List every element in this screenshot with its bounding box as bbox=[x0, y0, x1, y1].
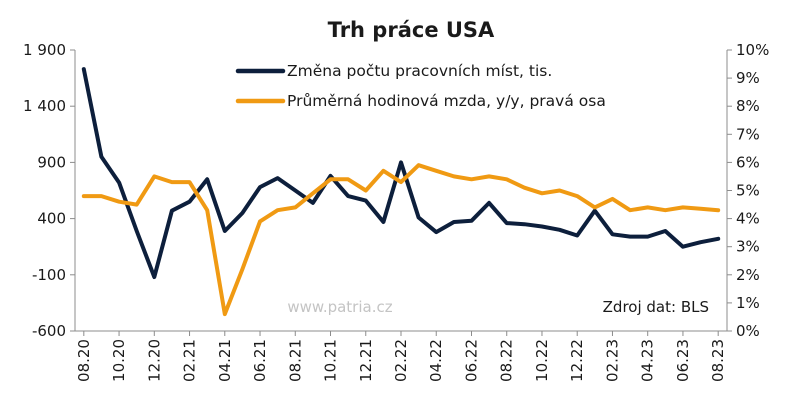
series-layer bbox=[81, 67, 721, 317]
legend-label-jobs: Změna počtu pracovních míst, tis. bbox=[287, 62, 552, 80]
x-tick-label: 12.22 bbox=[568, 339, 586, 382]
series-line-wages bbox=[81, 163, 721, 317]
x-tick-label: 04.21 bbox=[216, 339, 234, 382]
right-tick-label: 7% bbox=[736, 125, 760, 143]
x-tick-label: 10.21 bbox=[322, 339, 340, 382]
right-tick-label: 8% bbox=[736, 97, 760, 115]
right-tick-label: 5% bbox=[736, 182, 760, 200]
x-tick-label: 12.21 bbox=[357, 339, 375, 382]
right-tick-label: 0% bbox=[736, 322, 760, 340]
right-tick-label: 6% bbox=[736, 153, 760, 171]
left-tick-label: -100 bbox=[32, 266, 66, 284]
right-tick-label: 3% bbox=[736, 238, 760, 256]
right-tick-label: 4% bbox=[736, 210, 760, 228]
x-tick-label: 08.22 bbox=[498, 339, 516, 382]
x-tick-label: 02.22 bbox=[392, 339, 410, 382]
right-tick-label: 1% bbox=[736, 294, 760, 312]
x-tick-label: 10.22 bbox=[533, 339, 551, 382]
x-tick-label: 06.23 bbox=[674, 339, 692, 382]
x-tick-label: 06.21 bbox=[251, 339, 269, 382]
left-tick-label: -600 bbox=[32, 322, 66, 340]
legend: Změna počtu pracovních míst, tis. Průměr… bbox=[235, 62, 606, 110]
x-tick-label: 04.22 bbox=[427, 339, 445, 382]
chart-title: Trh práce USA bbox=[328, 18, 495, 42]
x-tick-label: 08.23 bbox=[709, 339, 727, 382]
left-tick-label: 900 bbox=[37, 153, 66, 171]
right-tick-label: 2% bbox=[736, 266, 760, 284]
left-tick-label: 400 bbox=[37, 210, 66, 228]
legend-label-wages: Průměrná hodinová mzda, y/y, pravá osa bbox=[287, 92, 606, 110]
x-tick-label: 04.23 bbox=[639, 339, 657, 382]
source-note: Zdroj dat: BLS bbox=[603, 298, 709, 316]
right-tick-label: 10% bbox=[736, 41, 769, 59]
x-tick-label: 12.20 bbox=[145, 339, 163, 382]
watermark: www.patria.cz bbox=[287, 298, 392, 316]
x-tick-label: 02.21 bbox=[181, 339, 199, 382]
x-tick-label: 02.23 bbox=[603, 339, 621, 382]
x-tick-label: 08.20 bbox=[75, 339, 93, 382]
left-y-axis: 1 900 1 400 900 400 -100 -600 bbox=[23, 41, 76, 340]
x-tick-label: 08.21 bbox=[286, 339, 304, 382]
x-axis: 08.20 10.20 12.20 02.21 04.21 06.21 08.21 10.21… bbox=[75, 330, 727, 382]
x-tick-label: 10.20 bbox=[110, 339, 128, 382]
left-tick-label: 1 900 bbox=[23, 41, 66, 59]
right-y-axis: 10% 9% 8% 7% 6% 5% 4% 3% 2% 1% 0% bbox=[726, 41, 769, 340]
left-tick-label: 1 400 bbox=[23, 97, 66, 115]
right-tick-label: 9% bbox=[736, 69, 760, 87]
x-tick-label: 06.22 bbox=[462, 339, 480, 382]
